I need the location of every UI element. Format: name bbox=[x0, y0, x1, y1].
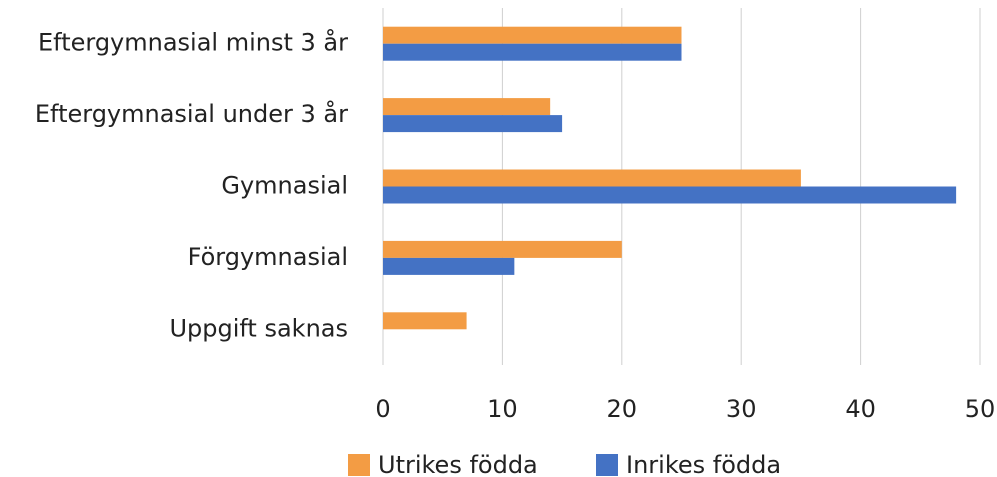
x-tick-label: 40 bbox=[845, 395, 876, 423]
x-tick-label: 10 bbox=[487, 395, 518, 423]
bar bbox=[383, 240, 622, 258]
bar bbox=[383, 186, 957, 204]
bar bbox=[383, 169, 801, 187]
x-tick-label: 50 bbox=[965, 395, 996, 423]
legend-swatch bbox=[348, 454, 370, 476]
bar bbox=[383, 115, 563, 133]
y-tick-label: Uppgift saknas bbox=[169, 314, 348, 342]
y-tick-label: Eftergymnasial under 3 år bbox=[35, 99, 348, 128]
bar bbox=[383, 43, 682, 61]
y-tick-label: Eftergymnasial minst 3 år bbox=[38, 28, 348, 57]
x-tick-label: 0 bbox=[375, 395, 390, 423]
legend-label: Inrikes födda bbox=[626, 451, 781, 477]
x-tick-label: 20 bbox=[607, 395, 638, 423]
y-tick-label: Förgymnasial bbox=[188, 243, 348, 271]
bar bbox=[383, 26, 682, 44]
x-tick-label: 30 bbox=[726, 395, 757, 423]
y-tick-label: Gymnasial bbox=[221, 172, 348, 200]
legend-label: Utrikes födda bbox=[378, 451, 538, 477]
legend-swatch bbox=[596, 454, 618, 476]
bar bbox=[383, 257, 515, 275]
bar bbox=[383, 98, 551, 116]
bar bbox=[383, 312, 467, 330]
